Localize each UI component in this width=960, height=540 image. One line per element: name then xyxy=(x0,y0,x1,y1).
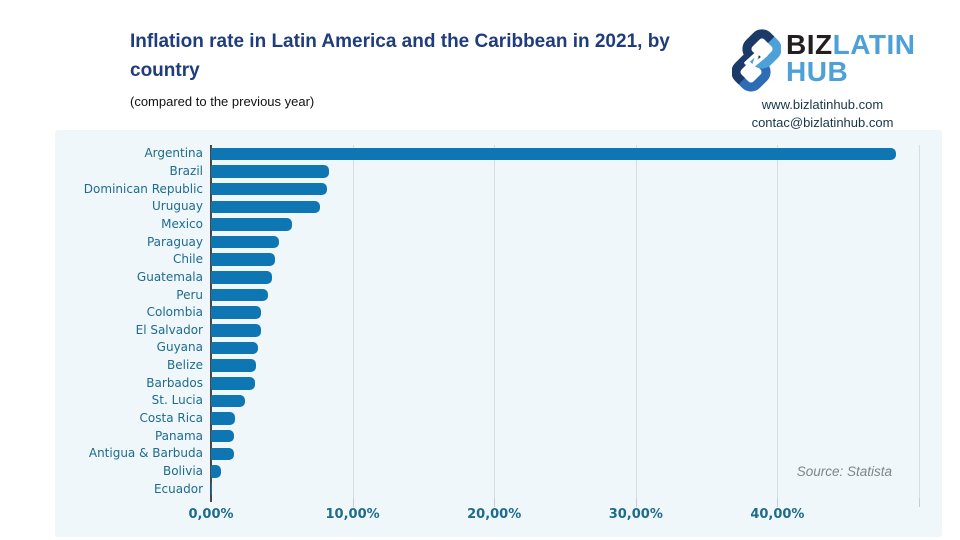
bar-chile xyxy=(211,253,275,266)
x-tick-label-10: 10,00% xyxy=(325,507,380,522)
gridline-20 xyxy=(494,145,496,498)
x-tick-label-40: 40,00% xyxy=(750,507,805,522)
category-label-paraguay: Paraguay xyxy=(146,234,203,249)
logo-wordmark: BIZLATIN HUB xyxy=(786,29,916,87)
tick-mark-10 xyxy=(352,498,354,507)
category-label-bolivia: Bolivia xyxy=(162,464,203,479)
bar-dominican-republic xyxy=(211,182,328,196)
logo-contact: www.bizlatinhub.com contac@bizlatinhub.c… xyxy=(715,96,930,132)
chart-subtitle: (compared to the previous year) xyxy=(130,94,315,109)
category-label-colombia: Colombia xyxy=(146,305,203,320)
tick-mark-20 xyxy=(494,498,496,507)
bar-paraguay xyxy=(211,235,279,249)
category-label-guyana: Guyana xyxy=(156,340,203,355)
bar-bolivia xyxy=(211,465,221,478)
gridline-10 xyxy=(352,145,354,498)
bar-guatemala xyxy=(211,271,272,284)
logo-email: contac@bizlatinhub.com xyxy=(751,115,894,130)
bar-panama xyxy=(211,429,234,443)
bar-st-lucia xyxy=(211,394,245,408)
bar-uruguay xyxy=(211,200,321,214)
category-label-brazil: Brazil xyxy=(169,163,204,178)
category-label-mexico: Mexico xyxy=(161,216,203,231)
logo-text-biz: BIZ xyxy=(786,29,833,60)
tick-mark-50 xyxy=(919,498,920,507)
category-label-chile: Chile xyxy=(172,252,203,267)
gridline-30 xyxy=(635,145,637,498)
x-tick-label-30: 30,00% xyxy=(608,507,663,522)
chart-title: Inflation rate in Latin America and the … xyxy=(130,31,670,81)
category-label-el-salvador: El Salvador xyxy=(135,322,203,337)
gridline-50 xyxy=(919,145,920,498)
bar-guyana xyxy=(211,341,258,355)
source-label: Source: Statista xyxy=(796,464,892,479)
bar-peru xyxy=(211,288,268,302)
bar-argentina xyxy=(211,147,897,161)
bar-barbados xyxy=(211,377,255,390)
bar-ecuador xyxy=(211,482,213,496)
category-label-panama: Panama xyxy=(154,428,203,443)
x-tick-label-0: 0,00% xyxy=(188,507,234,522)
tick-mark-40 xyxy=(777,498,779,507)
y-axis-line xyxy=(210,145,212,502)
category-label-uruguay: Uruguay xyxy=(152,199,203,214)
bar-mexico xyxy=(211,218,292,231)
category-label-costa-rica: Costa Rica xyxy=(139,411,203,426)
category-label-st-lucia: St. Lucia xyxy=(151,393,203,408)
bar-costa-rica xyxy=(211,412,236,425)
bizlatinhub-logo-icon xyxy=(732,29,781,92)
category-label-antigua-barbuda: Antigua & Barbuda xyxy=(88,446,203,461)
bar-antigua-barbuda xyxy=(211,447,234,461)
tick-mark-30 xyxy=(635,498,637,507)
category-label-barbados: Barbados xyxy=(146,375,203,390)
category-label-argentina: Argentina xyxy=(144,146,203,161)
category-label-ecuador: Ecuador xyxy=(153,481,203,496)
category-label-peru: Peru xyxy=(176,287,203,302)
bar-belize xyxy=(211,359,257,372)
bar-el-salvador xyxy=(211,324,261,337)
bar-brazil xyxy=(211,165,329,178)
category-label-dominican-republic: Dominican Republic xyxy=(83,181,203,196)
logo-text-latin: LATIN xyxy=(832,29,916,60)
x-tick-label-20: 20,00% xyxy=(467,507,522,522)
logo-website: www.bizlatinhub.com xyxy=(761,97,884,112)
gridline-40 xyxy=(777,145,779,498)
category-label-belize: Belize xyxy=(167,358,203,373)
logo-text-hub: HUB xyxy=(786,56,849,87)
category-label-guatemala: Guatemala xyxy=(136,269,203,284)
bar-colombia xyxy=(211,306,261,319)
chart-panel: Argentina Brazil Dominican Republic Uruguay… xyxy=(55,130,942,537)
